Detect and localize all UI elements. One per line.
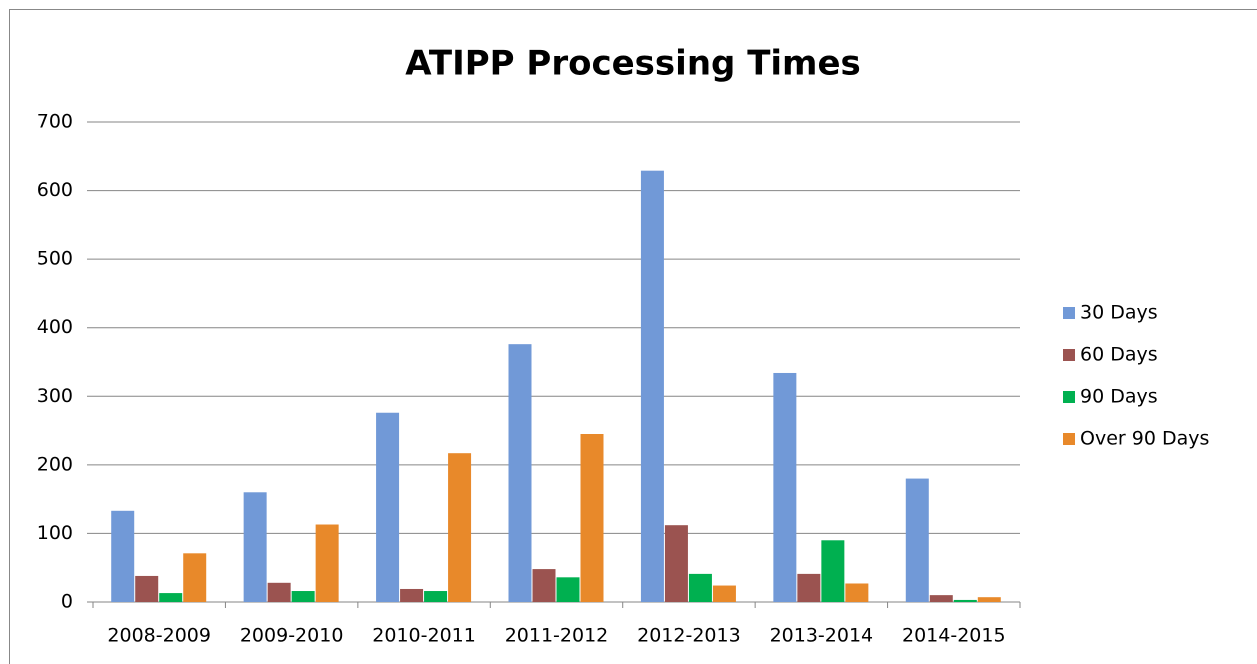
y-tick-label: 200 <box>37 453 73 475</box>
bar <box>905 478 929 602</box>
bar <box>291 591 315 602</box>
bar <box>159 593 183 602</box>
bar <box>183 553 207 602</box>
bar <box>688 573 712 602</box>
y-tick-label: 0 <box>61 591 73 613</box>
bar <box>580 434 604 602</box>
bar <box>664 525 688 602</box>
x-tick-label: 2014-2015 <box>902 625 1006 647</box>
bar <box>376 412 400 602</box>
x-tick-label: 2012-2013 <box>637 625 741 647</box>
bar <box>797 573 821 602</box>
bar <box>267 582 291 602</box>
bar <box>243 492 267 602</box>
y-tick-label: 600 <box>37 179 73 201</box>
y-tick-label: 500 <box>37 248 73 270</box>
y-tick-label: 400 <box>37 316 73 338</box>
chart-border <box>9 9 1257 664</box>
bar <box>448 453 472 602</box>
bar <box>821 540 845 602</box>
y-tick-label: 700 <box>37 111 73 133</box>
legend-swatch <box>1063 307 1075 319</box>
legend-label: 30 Days <box>1080 302 1158 324</box>
x-tick-label: 2013-2014 <box>770 625 874 647</box>
bar <box>508 344 532 602</box>
legend-swatch <box>1063 433 1075 445</box>
x-tick-label: 2009-2010 <box>240 625 344 647</box>
bar <box>953 599 977 602</box>
bar <box>929 595 953 602</box>
bar <box>400 588 424 602</box>
bar <box>640 170 664 602</box>
bar <box>135 575 159 602</box>
bar <box>845 583 869 602</box>
y-tick-label: 100 <box>37 522 73 544</box>
bar <box>315 524 339 602</box>
chart-title: ATIPP Processing Times <box>405 44 861 84</box>
bar <box>712 585 736 602</box>
x-tick-label: 2008-2009 <box>107 625 211 647</box>
bar <box>556 577 580 602</box>
x-tick-label: 2010-2011 <box>372 625 476 647</box>
bar <box>424 591 448 602</box>
y-tick-label: 300 <box>37 385 73 407</box>
bar <box>532 569 556 602</box>
bar <box>977 597 1001 602</box>
legend-swatch <box>1063 349 1075 361</box>
legend-label: 60 Days <box>1080 344 1158 366</box>
legend-label: 90 Days <box>1080 386 1158 408</box>
bar <box>111 510 135 602</box>
legend-swatch <box>1063 391 1075 403</box>
x-tick-label: 2011-2012 <box>505 625 609 647</box>
bar <box>773 372 797 602</box>
legend-label: Over 90 Days <box>1080 428 1209 450</box>
